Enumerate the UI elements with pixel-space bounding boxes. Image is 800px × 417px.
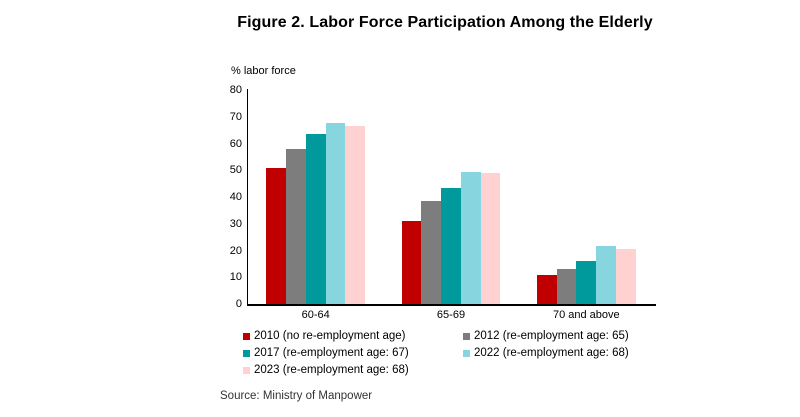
y-tick-label-30: 30 [229,217,242,230]
bar-2017-70-and-above [576,261,597,304]
bar-2010-60-64 [266,168,286,304]
legend-label-2010: 2010 (no re-employment age) [254,330,406,342]
chart-title: Figure 2. Labor Force Participation Amon… [237,14,653,31]
legend-item-2022: 2022 (re-employment age: 68) [463,347,629,359]
legend-item-2010: 2010 (no re-employment age) [243,330,463,342]
bar-2023-60-64 [345,126,366,304]
bar-2017-65-69 [441,187,461,304]
bar-2023-70-and-above [616,248,636,304]
bar-2010-65-69 [401,221,422,304]
chart-legend: 2010 (no re-employment age) 2012 (re-emp… [243,330,629,376]
y-tick-label-50: 50 [229,164,242,177]
legend-label-2017: 2017 (re-employment age: 67) [254,347,409,359]
y-tick-label-20: 20 [229,244,242,257]
legend-swatch-2022 [463,349,470,357]
bar-2012-65-69 [421,200,442,304]
y-tick-label-0: 0 [235,298,242,310]
legend-label-2023: 2023 (re-employment age: 68) [254,364,409,376]
plot-area [248,90,654,304]
legend-item-2012: 2012 (re-employment age: 65) [463,330,629,342]
legend-swatch-2012 [463,332,470,340]
x-label-70-and-above: 70 and above [552,309,620,321]
legend-label-2012: 2012 (re-employment age: 65) [474,330,629,342]
legend-swatch-2010 [243,332,250,340]
bar-2012-60-64 [285,149,306,304]
legend-swatch-2017 [243,349,250,357]
legend-item-2017: 2017 (re-employment age: 67) [243,347,463,359]
x-axis-line [246,304,656,306]
y-tick-label-80: 80 [229,84,242,96]
y-tick-label-40: 40 [229,191,242,203]
x-axis-labels: 60-64 65-69 70 and above [248,309,654,321]
legend-item-2023: 2023 (re-employment age: 68) [243,364,463,376]
y-tick-label-10: 10 [229,271,242,284]
bar-2022-70-and-above [596,245,617,304]
y-axis-title: % labor force [231,65,296,77]
y-tick-label-60: 60 [229,137,242,150]
x-label-60-64: 60-64 [301,309,330,321]
legend-swatch-2023 [243,366,250,374]
bar-2022-60-64 [325,123,346,304]
bar-2023-65-69 [480,172,501,304]
legend-label-2022: 2022 (re-employment age: 68) [474,347,629,359]
source-note: Source: Ministry of Manpower [220,390,373,402]
bar-2022-65-69 [460,171,481,304]
x-label-65-69: 65-69 [436,309,466,321]
y-tick-label-70: 70 [229,110,242,123]
y-axis-tick-labels: 0 10 20 30 40 50 60 70 80 [200,84,242,310]
y-axis-line [246,89,248,306]
bar-2012-70-and-above [556,269,577,304]
bar-2017-60-64 [305,134,326,304]
bar-2010-70-and-above [536,274,557,304]
